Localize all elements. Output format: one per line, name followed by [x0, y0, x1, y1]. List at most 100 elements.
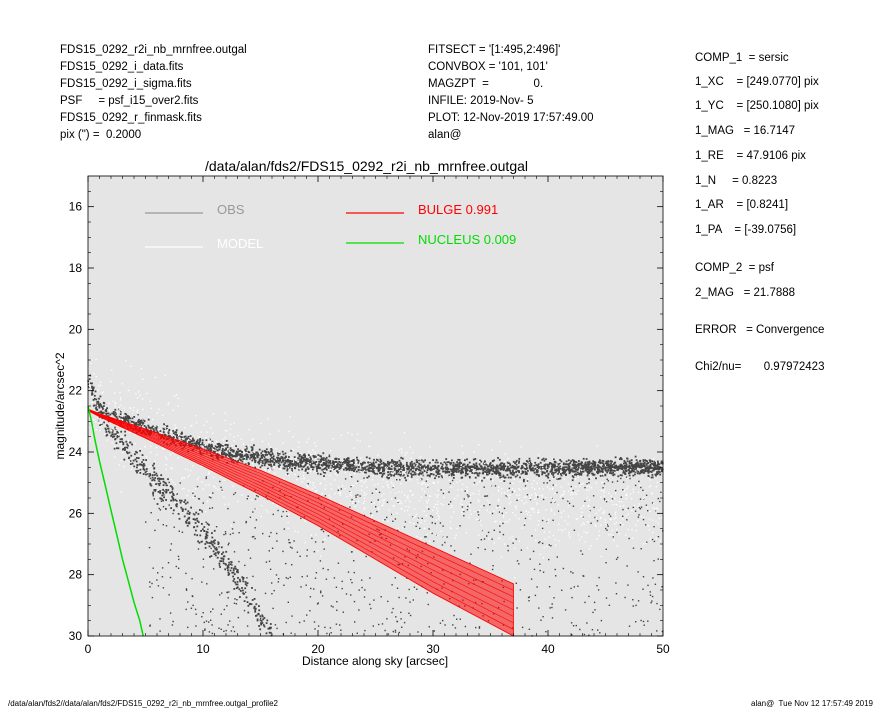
obs-point [494, 466, 497, 469]
model-point [514, 489, 516, 491]
obs-point [656, 465, 659, 467]
obs-point [435, 459, 438, 461]
obs-point [452, 471, 455, 474]
obs-point [373, 458, 375, 461]
obs-point [310, 462, 313, 465]
obs-point [316, 465, 319, 468]
obs-point [396, 479, 398, 481]
obs-point [245, 458, 248, 461]
obs-point [380, 596, 382, 598]
obs-point [559, 459, 561, 461]
obs-point [143, 425, 146, 427]
obs-point [595, 466, 598, 469]
model-point [633, 504, 635, 507]
obs-point [313, 551, 316, 553]
obs-point [156, 579, 158, 581]
obs-point [172, 512, 174, 515]
obs-point [503, 507, 506, 510]
obs-point [158, 480, 161, 483]
model-point [142, 378, 144, 380]
model-point [303, 477, 305, 479]
model-point [607, 534, 610, 536]
model-point [97, 399, 99, 401]
model-point [162, 414, 164, 416]
obs-point [483, 466, 486, 469]
obs-point [552, 519, 554, 521]
model-point [129, 407, 132, 409]
obs-point [437, 472, 439, 475]
obs-point [535, 464, 538, 466]
obs-point [584, 486, 586, 489]
obs-point [404, 476, 406, 479]
model-point [101, 402, 103, 404]
obs-point [650, 471, 653, 473]
obs-point [181, 531, 184, 533]
obs-point [318, 465, 320, 468]
obs-point [445, 470, 448, 473]
obs-point [625, 463, 628, 466]
obs-point [135, 422, 137, 425]
obs-point [212, 450, 215, 453]
obs-point [486, 465, 489, 468]
obs-point [121, 440, 123, 443]
obs-point [338, 458, 340, 461]
obs-point [656, 466, 659, 468]
model-point [646, 524, 649, 526]
obs-point [319, 458, 322, 461]
obs-point [410, 476, 413, 478]
obs-point [338, 468, 341, 471]
obs-point [634, 471, 637, 473]
model-point [528, 511, 530, 513]
model-point [472, 470, 474, 472]
obs-point [130, 454, 133, 457]
model-point [586, 496, 588, 499]
obs-point [142, 467, 145, 470]
obs-point [622, 481, 625, 483]
model-point [237, 435, 239, 437]
model-point [615, 511, 617, 513]
obs-point [492, 469, 495, 472]
obs-point [159, 430, 162, 432]
obs-point [551, 465, 553, 468]
obs-point [310, 464, 313, 467]
model-point [508, 503, 510, 505]
model-point [188, 489, 190, 492]
obs-point [211, 532, 213, 534]
obs-point [230, 630, 233, 632]
obs-point [415, 525, 417, 527]
model-point [312, 484, 314, 486]
obs-point [225, 447, 227, 450]
model-point [508, 519, 511, 521]
obs-point [474, 476, 477, 479]
obs-point [312, 462, 315, 465]
obs-point [609, 464, 612, 467]
model-point [581, 511, 583, 513]
obs-point [506, 467, 509, 470]
obs-point [327, 467, 330, 469]
obs-point [518, 460, 520, 463]
model-point [437, 515, 439, 517]
obs-point [215, 448, 218, 451]
model-point [289, 452, 291, 455]
obs-point [103, 421, 105, 424]
obs-point [342, 611, 344, 613]
model-point [195, 415, 197, 417]
obs-point [449, 501, 452, 503]
obs-point [651, 474, 654, 476]
obs-point [320, 457, 323, 460]
model-point [631, 537, 634, 539]
obs-point [604, 466, 607, 469]
model-point [487, 499, 489, 502]
obs-point [434, 466, 436, 469]
model-point [450, 467, 452, 469]
obs-point [379, 461, 382, 463]
obs-point [417, 465, 419, 468]
obs-point [403, 473, 405, 476]
model-point [407, 509, 409, 512]
obs-point [107, 430, 110, 433]
obs-point [448, 470, 450, 473]
model-point [479, 480, 482, 482]
model-point [567, 490, 570, 492]
model-point [610, 519, 612, 521]
obs-point [263, 456, 266, 458]
